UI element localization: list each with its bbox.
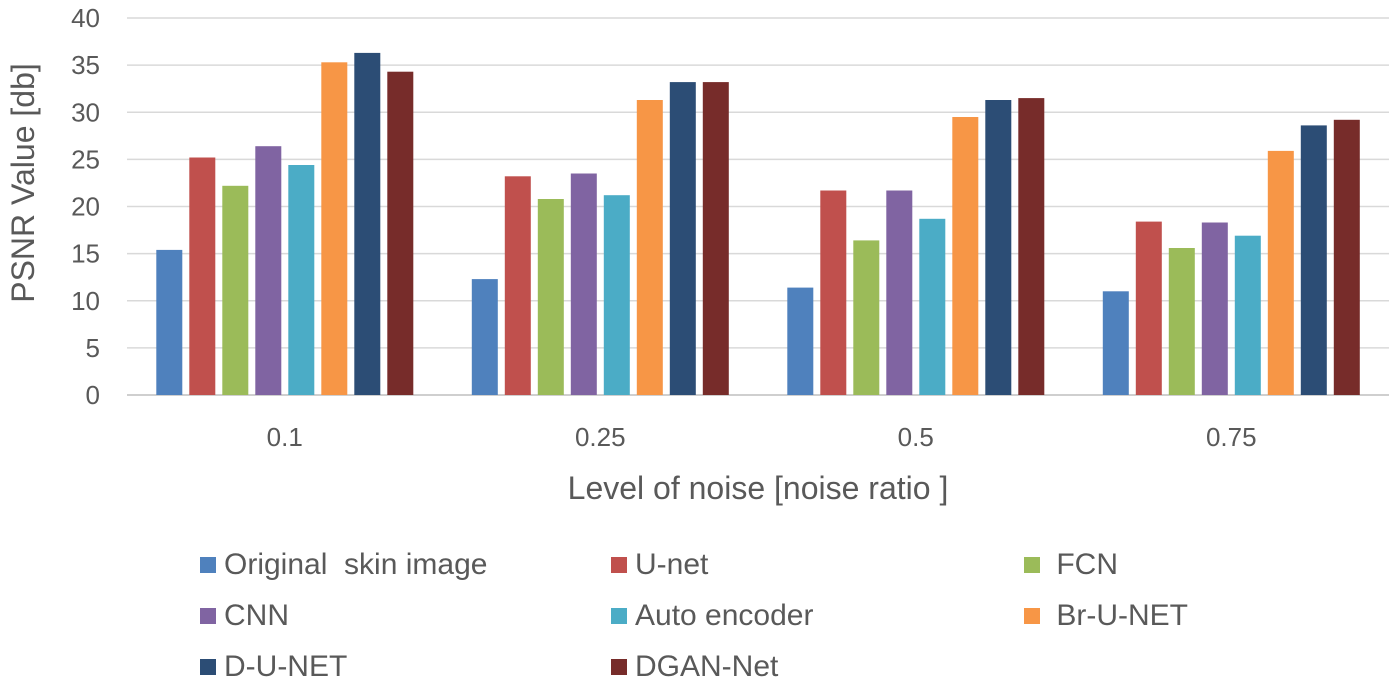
bar — [919, 218, 946, 395]
bar — [321, 62, 348, 396]
bar — [570, 173, 597, 395]
bar — [1300, 125, 1327, 396]
bar — [603, 195, 630, 395]
bar — [471, 279, 498, 395]
y-tick-label: 15 — [71, 239, 100, 269]
bar — [669, 82, 696, 395]
bar — [1267, 150, 1294, 395]
x-axis-ticks: 0.1 0.25 0.5 0.75 — [267, 422, 1257, 452]
bar — [1102, 291, 1129, 395]
bar — [985, 100, 1012, 395]
bar — [1018, 98, 1045, 395]
y-tick-label: 25 — [71, 144, 100, 174]
y-tick-label: 35 — [71, 50, 100, 80]
bar — [702, 82, 729, 395]
bar — [787, 287, 814, 395]
x-tick-label: 0.75 — [1206, 422, 1257, 452]
bar — [255, 146, 282, 395]
bar — [1168, 248, 1195, 395]
y-tick-label: 30 — [71, 97, 100, 127]
x-tick-label: 0.1 — [267, 422, 303, 452]
bar — [952, 117, 979, 395]
y-tick-label: 5 — [86, 333, 100, 363]
y-axis-ticks: 0 5 10 15 20 25 30 35 40 — [71, 3, 100, 410]
y-tick-label: 40 — [71, 3, 100, 33]
bar — [636, 100, 663, 395]
x-tick-label: 0.5 — [898, 422, 934, 452]
y-tick-label: 10 — [71, 286, 100, 316]
bar — [189, 157, 216, 395]
bar — [1135, 221, 1162, 395]
y-axis-label: PSNR Value [db] — [5, 63, 41, 303]
bar — [288, 165, 315, 395]
bar — [537, 199, 564, 395]
bar — [504, 176, 531, 395]
bar — [820, 190, 847, 395]
x-tick-label: 0.25 — [575, 422, 626, 452]
bar — [1201, 222, 1228, 395]
bar — [1333, 119, 1360, 396]
y-tick-label: 0 — [86, 380, 100, 410]
bar — [886, 190, 913, 395]
bar — [853, 240, 880, 395]
y-tick-label: 20 — [71, 192, 100, 222]
x-axis-label: Level of noise [noise ratio ] — [568, 470, 949, 506]
bar — [222, 185, 249, 395]
gridlines — [127, 17, 1389, 396]
bar — [387, 71, 414, 395]
bar — [354, 52, 381, 396]
bar — [1234, 235, 1261, 395]
bars — [156, 52, 1360, 396]
bar — [156, 249, 183, 395]
